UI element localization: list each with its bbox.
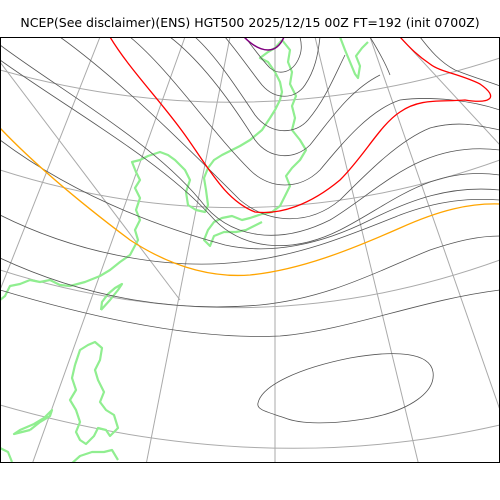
coastline-west xyxy=(0,447,14,463)
contour-line xyxy=(419,37,500,87)
meridian-line xyxy=(399,37,500,146)
contour-closed-low xyxy=(257,353,434,424)
contour-line xyxy=(169,37,381,157)
coastline-greenland-east xyxy=(202,39,308,248)
latitude-circle xyxy=(0,57,500,103)
meridian-line xyxy=(369,37,500,411)
coastline-outlines xyxy=(0,37,369,463)
contour-line-purple xyxy=(243,37,285,51)
contour-line xyxy=(0,59,500,246)
meridian-line xyxy=(145,37,231,463)
map-title: NCEP(See disclaimer)(ENS) HGT500 2025/12… xyxy=(20,15,480,30)
latitude-circle xyxy=(0,404,500,449)
meridian-line xyxy=(0,37,101,291)
latitude-circle xyxy=(0,259,500,309)
coastline-svalbard xyxy=(338,37,369,80)
contour-line xyxy=(244,37,302,73)
contour-line xyxy=(224,37,321,97)
contour-line xyxy=(59,37,500,219)
contour-line xyxy=(194,37,346,132)
contour-line-red xyxy=(109,37,492,214)
coastline-british-isles xyxy=(68,340,120,446)
coastline-ireland xyxy=(12,408,54,436)
coastline-europe xyxy=(70,448,119,463)
coastline-greenland xyxy=(0,39,284,301)
meridian-line xyxy=(0,61,181,301)
coastline-iceland xyxy=(99,282,124,311)
map-frame-border xyxy=(0,37,500,463)
contour-line xyxy=(0,139,500,250)
contour-line xyxy=(0,235,500,308)
contour-line xyxy=(0,198,500,265)
meridian-line xyxy=(314,37,419,463)
contour-line-orange xyxy=(0,127,500,277)
contour-line xyxy=(369,37,391,76)
height-contours xyxy=(0,37,500,424)
contour-line xyxy=(129,37,500,186)
contour-line xyxy=(0,44,500,236)
contour-line xyxy=(0,289,500,337)
